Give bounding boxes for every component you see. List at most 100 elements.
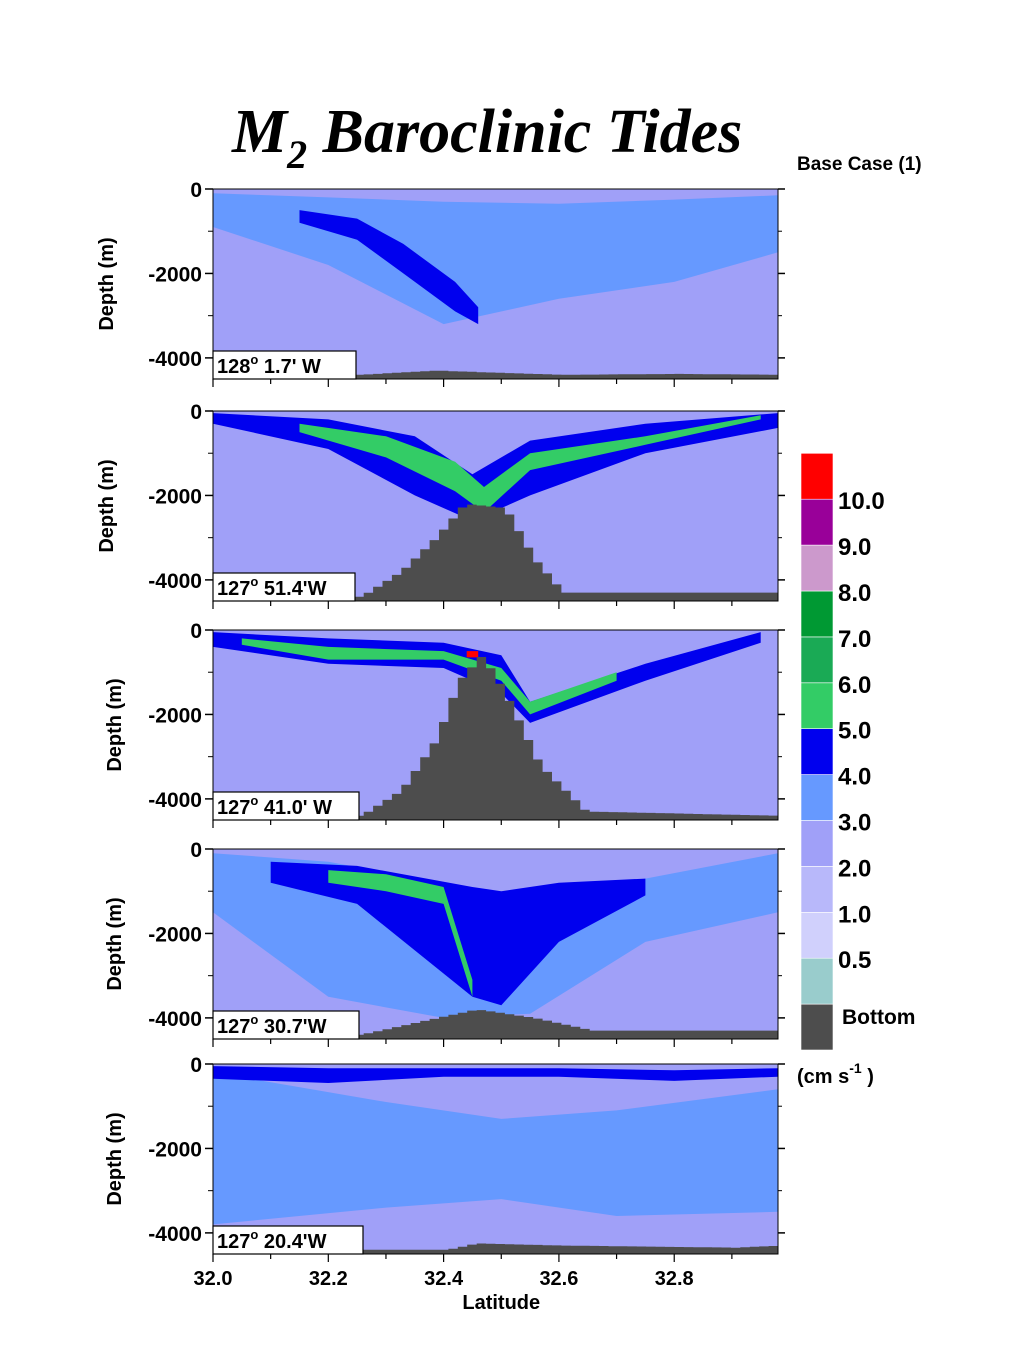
colorbar-swatch bbox=[800, 498, 834, 546]
x-tick-label: 32.2 bbox=[309, 1268, 348, 1290]
panel-frame bbox=[212, 848, 779, 1040]
section-label: 127o 30.7'W bbox=[212, 1010, 360, 1040]
panel-frame bbox=[212, 629, 779, 821]
colorbar-swatch bbox=[800, 911, 834, 959]
section-label-text: 127o 20.4'W bbox=[217, 1227, 327, 1253]
section-label-minutes: 1.7' W bbox=[258, 356, 321, 378]
colorbar-swatch bbox=[800, 957, 834, 1005]
colorbar-swatch bbox=[800, 820, 834, 867]
bathymetry bbox=[213, 657, 778, 820]
section-label: 127o 41.0' W bbox=[212, 791, 360, 821]
velocity-band bbox=[299, 210, 479, 325]
colorbar-swatch bbox=[800, 774, 834, 821]
degree-symbol: o bbox=[250, 793, 258, 808]
section-label: 127o 20.4'W bbox=[212, 1225, 364, 1255]
y-axis-title: Depth (m) bbox=[104, 1112, 126, 1205]
y-tick-label: -2000 bbox=[148, 263, 202, 286]
degree-symbol: o bbox=[250, 1227, 258, 1242]
y-tick-label: -2000 bbox=[148, 485, 202, 508]
y-axis-title: Depth (m) bbox=[104, 897, 126, 990]
section-label-text: 127o 51.4'W bbox=[217, 574, 327, 600]
colorbar-swatch bbox=[800, 1003, 834, 1051]
y-tick-label: -4000 bbox=[148, 570, 202, 593]
section-label-box bbox=[212, 1010, 360, 1040]
bathymetry bbox=[213, 1010, 778, 1039]
velocity-band bbox=[241, 638, 617, 715]
y-tick-label: 0 bbox=[190, 179, 202, 202]
velocity-band bbox=[466, 651, 479, 658]
degree-symbol: o bbox=[250, 352, 258, 367]
velocity-band bbox=[213, 1066, 778, 1083]
section-label-degrees: 127 bbox=[217, 1016, 250, 1038]
y-tick-label: -2000 bbox=[148, 704, 202, 727]
colorbar-tick-label: 1.0 bbox=[838, 901, 871, 928]
section-label: 128o 1.7' W bbox=[212, 350, 357, 380]
y-axis-title: Depth (m) bbox=[96, 237, 118, 330]
colorbar-swatch bbox=[800, 452, 834, 500]
colorbar-tick-label: 0.5 bbox=[838, 947, 871, 974]
velocity-band bbox=[213, 1072, 778, 1225]
panel-frame bbox=[212, 410, 779, 602]
title-main: M bbox=[231, 98, 289, 166]
colorbar-swatch bbox=[800, 682, 834, 729]
panel-field bbox=[213, 632, 778, 820]
figure-title: M2 Baroclinic Tides bbox=[231, 98, 742, 177]
depth-section-panel: 0 -2000 -4000 Depth (m) 127o 20.4'W 32.0 32.2 3… bbox=[104, 1054, 785, 1314]
section-label-text: 127o 30.7'W bbox=[217, 1012, 327, 1038]
title-subscript: 2 bbox=[286, 132, 307, 177]
colorbar-tick-label: 3.0 bbox=[838, 810, 871, 837]
colorbar-tick-label: 4.0 bbox=[838, 764, 871, 791]
y-tick-label: 0 bbox=[190, 401, 202, 424]
y-tick-label: 0 bbox=[190, 620, 202, 643]
colorbar-tick-label: 8.0 bbox=[838, 580, 871, 607]
section-label-degrees: 127 bbox=[217, 1231, 250, 1253]
section-label-text: 128o 1.7' W bbox=[217, 352, 321, 378]
y-tick-label: -4000 bbox=[148, 1008, 202, 1031]
colorbar-swatch bbox=[800, 544, 834, 592]
colorbar-tick-label: 5.0 bbox=[838, 718, 871, 745]
degree-symbol: o bbox=[250, 1012, 258, 1027]
colorbar-tick-label: 7.0 bbox=[838, 626, 871, 653]
colorbar-tick-label: 10.0 bbox=[838, 488, 885, 515]
colorbar-swatch bbox=[800, 590, 834, 638]
unit-exponent: -1 bbox=[849, 1060, 862, 1076]
section-label-text: 127o 41.0' W bbox=[217, 793, 332, 819]
colorbar: 0.5 1.0 2.0 3.0 4.0 5.0 6.0 7.0 8.0 9.0 10.0 Bottom… bbox=[797, 452, 915, 1088]
depth-section-panel: 0 -2000 -4000 Depth (m) 127o 51.4'W bbox=[96, 401, 785, 609]
section-label-degrees: 127 bbox=[217, 578, 250, 600]
section-label-degrees: 127 bbox=[217, 797, 250, 819]
section-label-minutes: 20.4'W bbox=[258, 1231, 326, 1253]
x-tick-label: 32.8 bbox=[655, 1268, 694, 1290]
velocity-band bbox=[299, 415, 761, 513]
colorbar-bottom-label: Bottom bbox=[842, 1006, 915, 1029]
section-label-box bbox=[212, 791, 360, 821]
y-axis-title: Depth (m) bbox=[96, 459, 118, 552]
section-label: 127o 51.4'W bbox=[212, 572, 356, 602]
section-label-minutes: 51.4'W bbox=[258, 578, 326, 600]
colorbar-tick-label: 2.0 bbox=[838, 855, 871, 882]
y-tick-label: -2000 bbox=[148, 1138, 202, 1161]
y-tick-label: -4000 bbox=[148, 789, 202, 812]
velocity-band bbox=[328, 870, 473, 997]
x-tick-label: 32.0 bbox=[194, 1268, 233, 1290]
y-tick-label: 0 bbox=[190, 1054, 202, 1077]
section-label-minutes: 30.7'W bbox=[258, 1016, 326, 1038]
y-tick-label: -4000 bbox=[148, 348, 202, 371]
bathymetry bbox=[213, 504, 778, 601]
section-label-degrees: 128 bbox=[217, 356, 250, 378]
colorbar-unit-label: (cm s-1 ) bbox=[797, 1060, 874, 1088]
y-axis-title: Depth (m) bbox=[104, 678, 126, 771]
y-tick-label: 0 bbox=[190, 839, 202, 862]
degree-symbol: o bbox=[250, 574, 258, 589]
panel-field bbox=[213, 853, 778, 1039]
velocity-band bbox=[270, 861, 646, 1006]
unit-close: ) bbox=[862, 1066, 874, 1088]
colorbar-swatch bbox=[800, 728, 834, 775]
figure-subtitle: Base Case (1) bbox=[797, 154, 922, 175]
panel-frame bbox=[212, 188, 779, 380]
colorbar-tick-label: 9.0 bbox=[838, 534, 871, 561]
x-tick-label: 32.4 bbox=[424, 1268, 464, 1290]
x-axis-title: Latitude bbox=[462, 1292, 540, 1314]
